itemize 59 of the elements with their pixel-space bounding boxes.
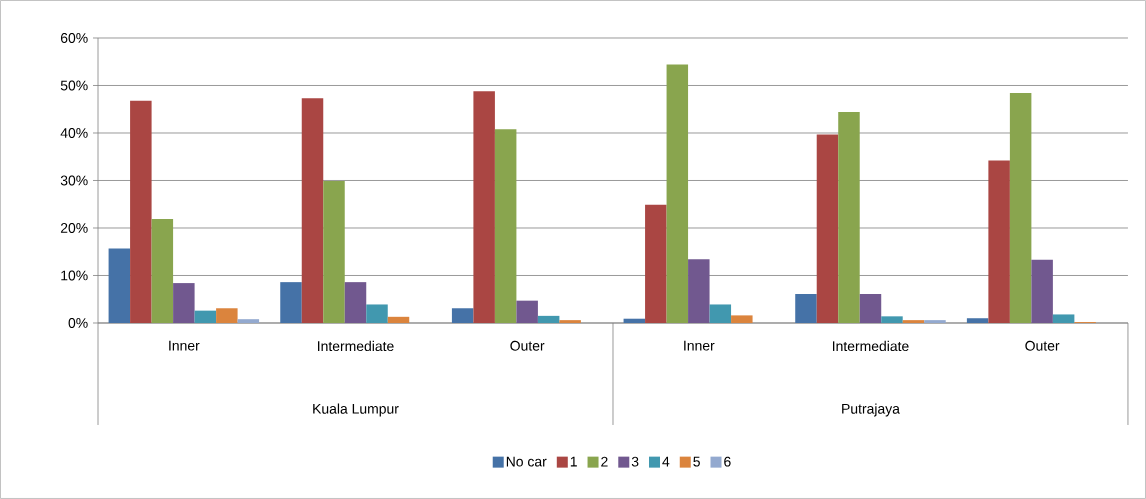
bar xyxy=(194,310,217,323)
bar xyxy=(902,320,925,323)
y-tick-label: 60% xyxy=(60,33,88,43)
bar xyxy=(645,204,667,323)
bar xyxy=(151,218,174,323)
y-tick-label: 30% xyxy=(60,175,88,186)
y-tick-label: 50% xyxy=(60,80,88,91)
legend-label: 2 xyxy=(601,456,608,467)
x-tick-label: Outer xyxy=(510,340,545,351)
bar xyxy=(881,316,903,323)
bar xyxy=(1052,314,1075,323)
bar xyxy=(988,160,1010,323)
bar xyxy=(1009,93,1032,323)
bar xyxy=(280,282,302,323)
bar xyxy=(387,316,410,323)
bar xyxy=(795,294,817,323)
bar xyxy=(859,294,882,323)
y-tick-label: 0% xyxy=(68,318,88,328)
bar xyxy=(537,315,560,323)
bar xyxy=(516,300,538,323)
bar xyxy=(323,180,345,323)
bar xyxy=(451,308,474,323)
legend-label: 5 xyxy=(693,456,700,467)
bar xyxy=(688,259,710,323)
bar xyxy=(838,112,860,323)
bar xyxy=(216,308,238,323)
bar xyxy=(731,315,753,323)
bar xyxy=(130,100,152,323)
bar xyxy=(1031,259,1053,323)
bar xyxy=(344,282,367,323)
bar xyxy=(173,283,195,323)
x-tick-label: Inner xyxy=(169,340,200,351)
bar xyxy=(966,318,989,323)
y-tick-label: 40% xyxy=(60,128,88,138)
bar xyxy=(366,304,388,323)
bar xyxy=(473,91,495,323)
bar xyxy=(559,320,581,323)
bar xyxy=(623,318,646,323)
legend-label: 6 xyxy=(724,456,731,467)
bar xyxy=(709,304,732,323)
y-tick-label: 20% xyxy=(60,223,88,233)
x-tick-label: Inner xyxy=(684,340,715,351)
y-tick-label: 10% xyxy=(61,270,88,281)
legend-label: 4 xyxy=(662,456,670,467)
legend-label: No car xyxy=(506,456,547,467)
legend-label: 1 xyxy=(570,456,577,467)
bar xyxy=(816,134,839,323)
bar xyxy=(924,320,946,323)
x-tick-label: Intermediate xyxy=(832,340,909,352)
text: Putrajaya xyxy=(842,403,900,417)
bar xyxy=(494,129,517,323)
bar xyxy=(237,319,260,323)
bar xyxy=(666,64,689,323)
bar xyxy=(108,248,131,323)
x-tick-label: Intermediate xyxy=(318,340,394,352)
text: Kuala Lumpur xyxy=(313,403,399,417)
legend-label: 3 xyxy=(631,456,639,467)
x-tick-label: Outer xyxy=(1025,340,1060,351)
bar xyxy=(301,98,324,323)
